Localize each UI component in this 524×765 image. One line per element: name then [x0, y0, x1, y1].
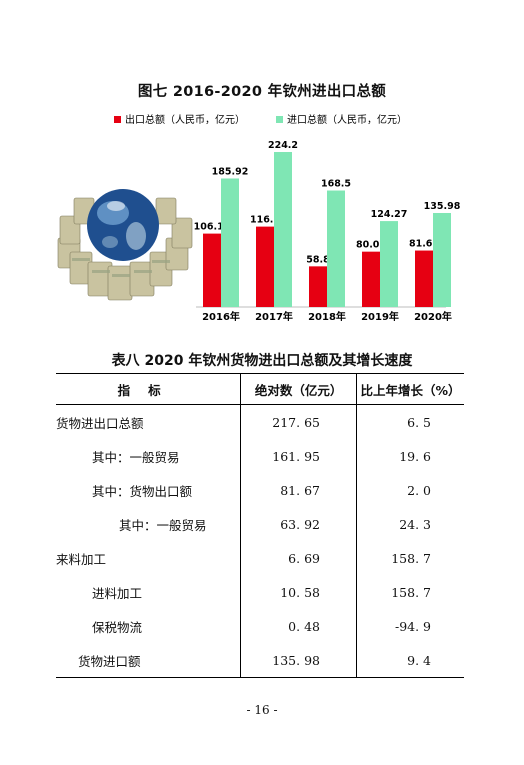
row-label: 其中：一般贸易 [92, 449, 180, 465]
data-label: 135.98 [424, 201, 461, 212]
chart-area: 出口总额（人民币，亿元） 进口总额（人民币，亿元） 106.17 185.92 20… [57, 113, 461, 323]
chart-title: 图七 2016-2020 年钦州进出口总额 [137, 84, 387, 100]
import-bar-2017年 [274, 152, 292, 307]
data-label: 224.2 [268, 140, 298, 151]
legend-label-export: 出口总额（人民币，亿元） [125, 113, 245, 126]
row-label: 保税物流 [92, 619, 143, 635]
row-value: 135. 98 [240, 643, 357, 678]
table-row: 保税物流 0. 48 -94. 9 [56, 609, 464, 643]
row-growth: 9. 4 [355, 643, 464, 678]
data-label: 81.67 [409, 239, 439, 250]
data-label: 106.17 [194, 222, 231, 233]
row-label: 货物进出口总额 [56, 415, 144, 431]
table-row: 其中：货物出口额 81. 67 2. 0 [56, 473, 464, 507]
data-label: 116.3 [250, 215, 280, 226]
header-indicator: 指标 [56, 373, 241, 405]
table-row: 其中：一般贸易 63. 92 24. 3 [56, 507, 464, 541]
import-bar-2018年 [327, 190, 345, 307]
bars-group: 106.17 185.92 2016年 116.3 224.2 2017年 58.8 168.… [194, 140, 461, 323]
row-growth: 24. 3 [355, 507, 464, 541]
row-growth: 158. 7 [355, 575, 464, 609]
header-growth: 比上年增长（%） [355, 373, 464, 405]
table-row: 来料加工 6. 69 158. 7 [56, 541, 464, 575]
data-label: 58.8 [306, 254, 330, 265]
export-bar-2018年 [309, 266, 327, 307]
data-label: 80.05 [356, 240, 386, 251]
header-absolute-value: 绝对数（亿元） [240, 373, 357, 405]
table-row: 货物进出口总额 217. 65 6. 5 [56, 404, 464, 439]
row-label: 其中：一般贸易 [119, 517, 207, 533]
x-tick-label: 2018年 [308, 310, 346, 323]
x-tick-label: 2019年 [361, 310, 399, 323]
globe-money-illustration [57, 189, 193, 301]
export-bar-2019年 [362, 251, 380, 307]
data-label: 124.27 [371, 209, 408, 220]
import-bar-2016年 [221, 178, 239, 307]
table-row: 货物进口额 135. 98 9. 4 [56, 643, 464, 678]
x-tick-label: 2016年 [202, 310, 240, 323]
row-growth: -94. 9 [355, 609, 464, 643]
row-value: 0. 48 [240, 609, 357, 643]
row-value: 161. 95 [240, 439, 357, 473]
export-bar-2016年 [203, 233, 221, 307]
row-label: 进料加工 [92, 585, 143, 601]
table-title: 表八 2020 年钦州货物进出口总额及其增长速度 [111, 353, 413, 369]
import-bar-2020年 [433, 212, 451, 307]
row-growth: 6. 5 [355, 404, 464, 439]
statistics-table: 指标 绝对数（亿元） 比上年增长（%） 货物进出口总额 217. 65 6. 5… [56, 373, 464, 678]
export-bar-2017年 [256, 226, 274, 307]
x-tick-label: 2020年 [414, 310, 452, 323]
row-value: 217. 65 [240, 404, 357, 439]
table-row: 进料加工 10. 58 158. 7 [56, 575, 464, 609]
table-header-row: 指标 绝对数（亿元） 比上年增长（%） [56, 373, 464, 405]
legend-label-import: 进口总额（人民币，亿元） [287, 113, 407, 126]
data-label: 168.5 [321, 179, 351, 190]
row-growth: 19. 6 [355, 439, 464, 473]
row-value: 81. 67 [240, 473, 357, 507]
row-growth: 158. 7 [355, 541, 464, 575]
row-label: 来料加工 [56, 551, 107, 567]
export-bar-2020年 [415, 250, 433, 307]
legend-swatch-export [114, 116, 121, 123]
row-value: 63. 92 [240, 507, 357, 541]
data-label: 185.92 [212, 166, 249, 177]
x-tick-label: 2017年 [255, 310, 293, 323]
row-label: 其中：货物出口额 [92, 483, 193, 499]
row-value: 10. 58 [240, 575, 357, 609]
import-bar-2019年 [380, 221, 398, 307]
row-label: 货物进口额 [56, 643, 241, 678]
legend-swatch-import [276, 116, 283, 123]
row-value: 6. 69 [240, 541, 357, 575]
table-row: 其中：一般贸易 161. 95 19. 6 [56, 439, 464, 473]
page-number: - 16 - [246, 703, 278, 717]
row-growth: 2. 0 [355, 473, 464, 507]
chart-legend: 出口总额（人民币，亿元） 进口总额（人民币，亿元） [114, 113, 407, 126]
